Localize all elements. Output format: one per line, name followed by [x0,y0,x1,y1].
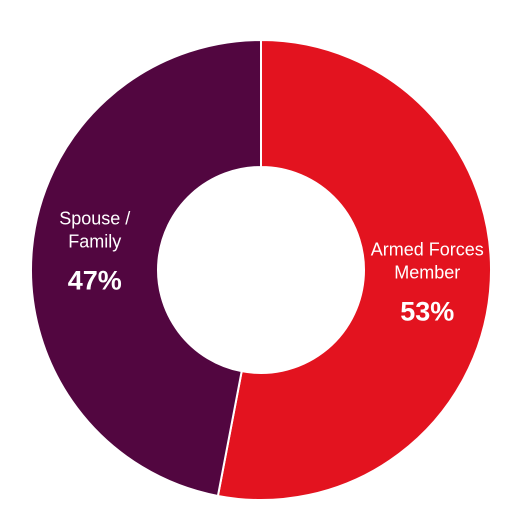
donut-slice-1 [216,38,492,501]
slice-1-label-line-1: Armed Forces [371,240,484,260]
slice-2-percentage: 47% [68,265,122,295]
slice-1-label-line-2: Member [394,263,460,283]
slice-labels: Armed Forces Member 53% Spouse / Family 47% [59,208,484,326]
donut-slices [30,38,492,501]
slice-2-label-line-2: Family [68,231,121,251]
donut-slice-2 [30,38,262,498]
slice-1-percentage: 53% [400,297,454,327]
slice-2-label-line-1: Spouse / [59,208,130,228]
